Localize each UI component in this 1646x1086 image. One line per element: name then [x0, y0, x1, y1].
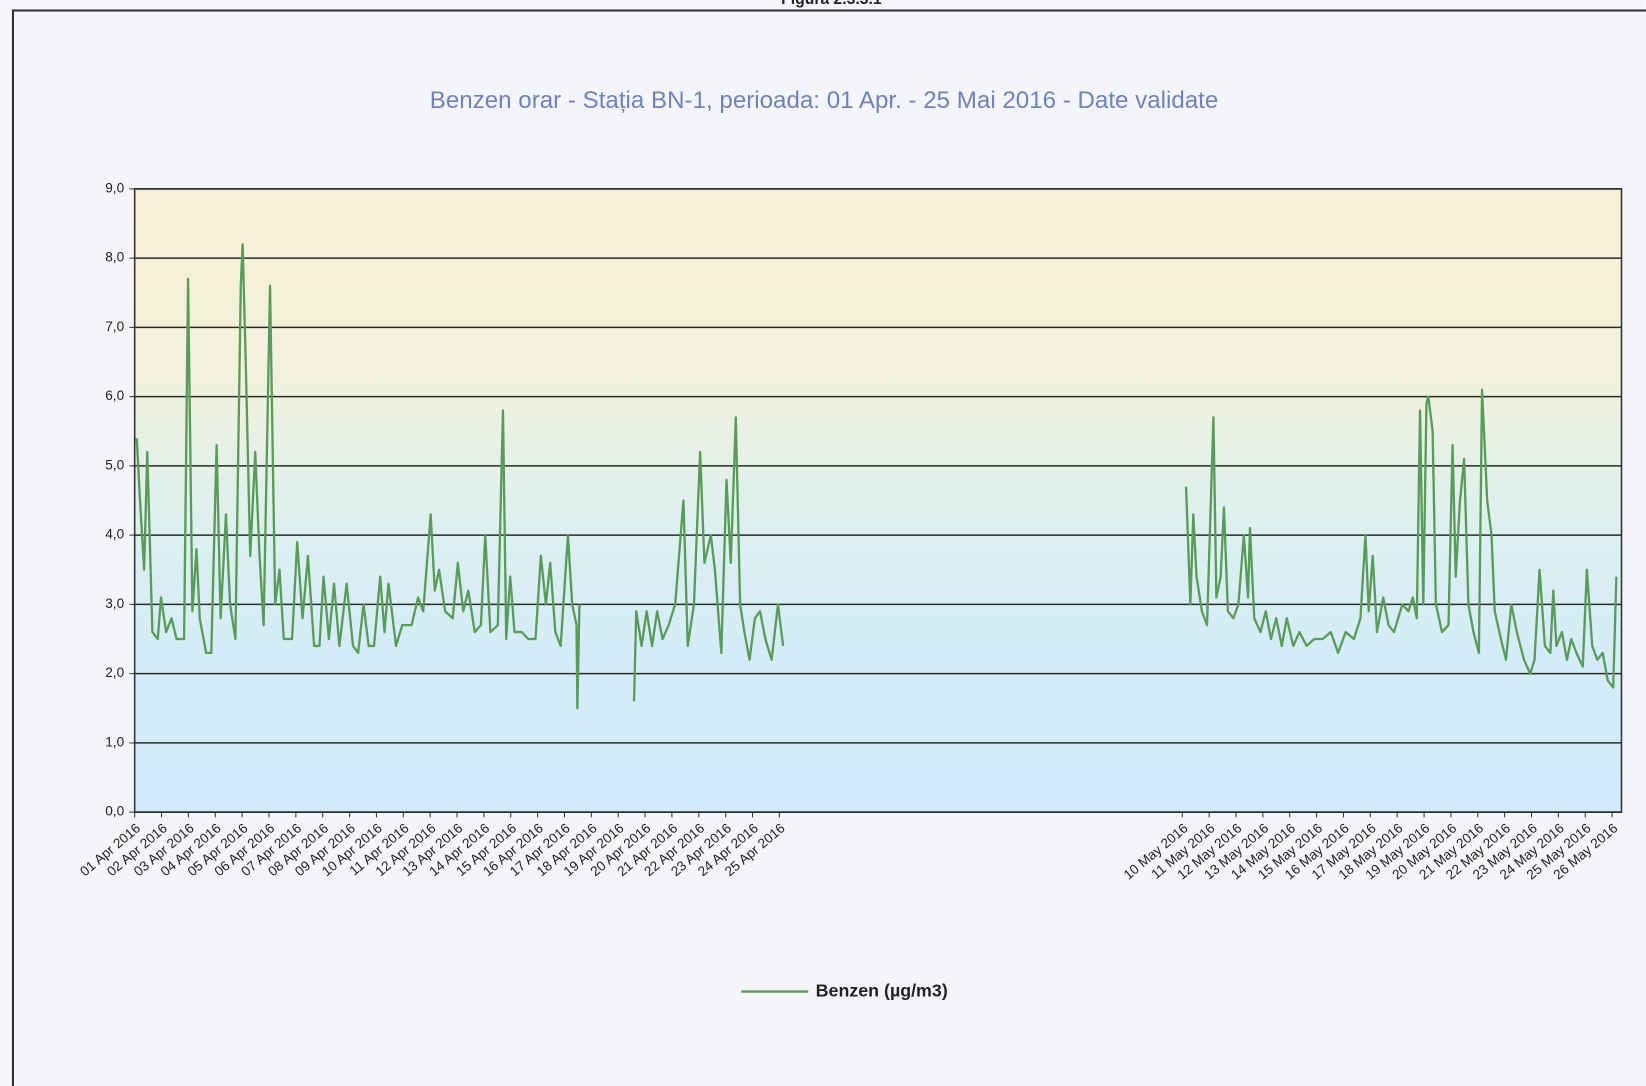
- figure-label: Figura 2.3.3.1: [781, 0, 882, 8]
- plot-area: [133, 188, 1623, 813]
- y-tick-label: 5,0: [105, 457, 124, 472]
- y-tick-label: 3,0: [105, 596, 124, 611]
- y-tick-label: 6,0: [105, 388, 124, 403]
- y-tick-label: 9,0: [105, 180, 124, 195]
- data-line: [135, 243, 1618, 710]
- y-tick-label: 8,0: [105, 250, 124, 265]
- chart-title: Benzen orar - Stația BN-1, perioada: 01 …: [430, 87, 1219, 114]
- y-tick-label: 1,0: [105, 734, 124, 749]
- y-tick-label: 4,0: [105, 527, 124, 542]
- y-tick-label: 7,0: [105, 319, 124, 334]
- legend-label: Benzen (µg/m3): [816, 980, 948, 1000]
- y-tick-label: 2,0: [105, 665, 124, 680]
- y-tick-label: 0,0: [105, 804, 124, 819]
